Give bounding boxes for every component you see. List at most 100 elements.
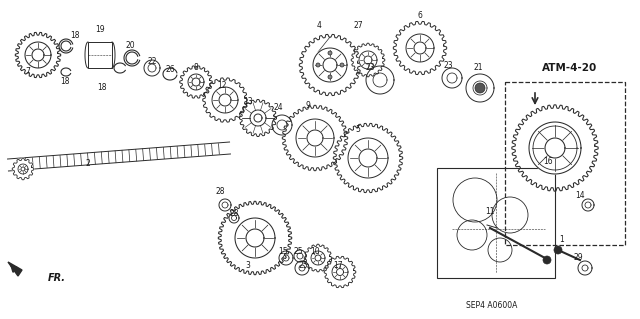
Text: 14: 14 <box>575 190 585 199</box>
Text: SEP4 A0600A: SEP4 A0600A <box>467 301 518 310</box>
Polygon shape <box>295 261 309 275</box>
Polygon shape <box>239 100 276 137</box>
Polygon shape <box>307 130 323 146</box>
Polygon shape <box>578 261 592 275</box>
Polygon shape <box>442 68 462 88</box>
Polygon shape <box>311 251 325 265</box>
Polygon shape <box>219 199 231 211</box>
Polygon shape <box>582 199 594 211</box>
Polygon shape <box>144 60 160 76</box>
Polygon shape <box>337 269 344 276</box>
Circle shape <box>328 51 332 55</box>
Circle shape <box>554 246 562 254</box>
Polygon shape <box>351 43 385 77</box>
Text: 28: 28 <box>229 209 239 218</box>
Text: 6: 6 <box>417 11 422 19</box>
Polygon shape <box>235 218 275 258</box>
Bar <box>88 42 112 68</box>
Text: 20: 20 <box>125 41 135 50</box>
Polygon shape <box>315 255 321 261</box>
Text: 15: 15 <box>278 248 288 256</box>
Circle shape <box>475 83 485 93</box>
Bar <box>437 168 555 278</box>
Polygon shape <box>212 87 238 113</box>
Polygon shape <box>218 201 292 275</box>
Circle shape <box>328 75 332 79</box>
Polygon shape <box>254 114 262 122</box>
Text: 24: 24 <box>273 103 283 113</box>
Polygon shape <box>8 262 22 276</box>
Text: 16: 16 <box>543 158 553 167</box>
Polygon shape <box>348 138 388 178</box>
Text: 17: 17 <box>333 261 343 270</box>
Text: 5: 5 <box>356 125 360 135</box>
Polygon shape <box>282 105 348 171</box>
Polygon shape <box>32 49 44 61</box>
Polygon shape <box>364 56 372 64</box>
Text: 26: 26 <box>165 65 175 75</box>
Polygon shape <box>466 74 494 102</box>
Text: 12: 12 <box>217 80 227 90</box>
Polygon shape <box>229 213 239 223</box>
Text: 25: 25 <box>293 248 303 256</box>
Polygon shape <box>250 110 266 126</box>
Polygon shape <box>324 256 356 288</box>
Polygon shape <box>192 78 200 86</box>
Text: 25: 25 <box>298 261 308 270</box>
Polygon shape <box>313 48 347 82</box>
Polygon shape <box>333 123 403 193</box>
Polygon shape <box>272 115 292 135</box>
Circle shape <box>316 63 320 67</box>
Text: 22: 22 <box>147 57 157 66</box>
Polygon shape <box>296 119 334 157</box>
Text: 18: 18 <box>97 84 107 93</box>
Text: 18: 18 <box>60 78 70 86</box>
Text: 4: 4 <box>317 20 321 29</box>
Polygon shape <box>394 21 447 75</box>
Bar <box>505 82 625 245</box>
Polygon shape <box>18 164 28 174</box>
Polygon shape <box>246 229 264 247</box>
Polygon shape <box>279 251 293 265</box>
Text: 11: 11 <box>485 207 495 217</box>
Polygon shape <box>12 158 34 180</box>
Polygon shape <box>359 149 377 167</box>
Text: 1: 1 <box>559 235 564 244</box>
Text: ATM-4-20: ATM-4-20 <box>542 63 598 73</box>
FancyArrowPatch shape <box>12 266 18 273</box>
Text: 2: 2 <box>86 159 90 167</box>
Text: 13: 13 <box>243 98 253 107</box>
Text: 3: 3 <box>246 261 250 270</box>
Polygon shape <box>545 138 565 158</box>
Text: 7: 7 <box>26 68 31 77</box>
Text: 23: 23 <box>365 63 375 72</box>
Text: 10: 10 <box>310 248 320 256</box>
Text: 18: 18 <box>70 31 80 40</box>
Text: 28: 28 <box>215 188 225 197</box>
Text: 23: 23 <box>443 61 453 70</box>
Polygon shape <box>332 264 348 280</box>
Polygon shape <box>25 42 51 68</box>
Text: 27: 27 <box>353 20 363 29</box>
Text: 29: 29 <box>573 253 583 262</box>
Polygon shape <box>180 66 212 98</box>
Text: 19: 19 <box>95 26 105 34</box>
Polygon shape <box>359 51 377 69</box>
Polygon shape <box>512 105 598 191</box>
Text: 21: 21 <box>473 63 483 72</box>
Polygon shape <box>188 74 204 90</box>
Polygon shape <box>366 66 394 94</box>
Polygon shape <box>414 42 426 54</box>
Polygon shape <box>294 250 306 262</box>
Polygon shape <box>304 244 332 272</box>
Polygon shape <box>15 33 61 78</box>
Polygon shape <box>219 94 231 106</box>
Polygon shape <box>406 34 434 62</box>
Text: FR.: FR. <box>48 273 66 283</box>
Text: 9: 9 <box>305 100 310 109</box>
Text: 8: 8 <box>194 63 198 72</box>
Polygon shape <box>300 34 361 96</box>
Polygon shape <box>203 78 247 122</box>
Circle shape <box>543 256 551 264</box>
Polygon shape <box>323 58 337 72</box>
